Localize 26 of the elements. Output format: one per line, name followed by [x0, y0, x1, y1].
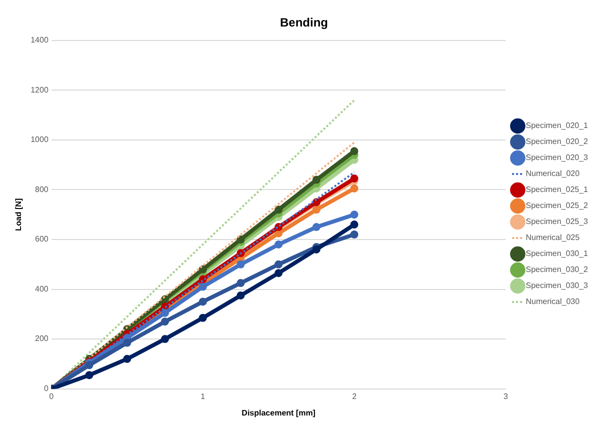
x-tick-label: 1 [200, 392, 206, 401]
legend-label: Numerical_030 [526, 297, 580, 306]
legend-label: Numerical_025 [526, 233, 580, 242]
legend-label: Specimen_030_1 [526, 249, 589, 258]
y-tick-label: 200 [35, 334, 49, 344]
legend-label: Specimen_020_1 [526, 121, 589, 130]
legend-label: Specimen_020_2 [526, 137, 589, 146]
x-tick-label: 2 [352, 392, 358, 401]
legend-label: Specimen_030_3 [526, 281, 589, 290]
legend-label: Numerical_020 [526, 169, 580, 178]
legend-label: Specimen_020_3 [526, 153, 589, 162]
y-tick-label: 600 [35, 234, 49, 244]
y-tick-label: 1400 [30, 36, 49, 45]
legend-label: Specimen_030_2 [526, 265, 589, 274]
legend-label: Specimen_025_1 [526, 185, 589, 194]
chart-title: Bending [280, 16, 328, 30]
legend-label: Specimen_025_3 [526, 217, 589, 226]
x-axis-title: Displacement [mm] [242, 408, 316, 418]
y-tick-label: 1000 [30, 135, 49, 144]
legend-label: Specimen_025_2 [526, 201, 589, 210]
y-axis-title: Load [N] [14, 198, 24, 231]
y-tick-label: 0 [44, 384, 49, 394]
y-tick-label: 1200 [30, 85, 49, 94]
x-tick-label: 3 [504, 392, 509, 401]
y-tick-label: 800 [35, 184, 49, 194]
y-tick-label: 400 [35, 284, 49, 294]
